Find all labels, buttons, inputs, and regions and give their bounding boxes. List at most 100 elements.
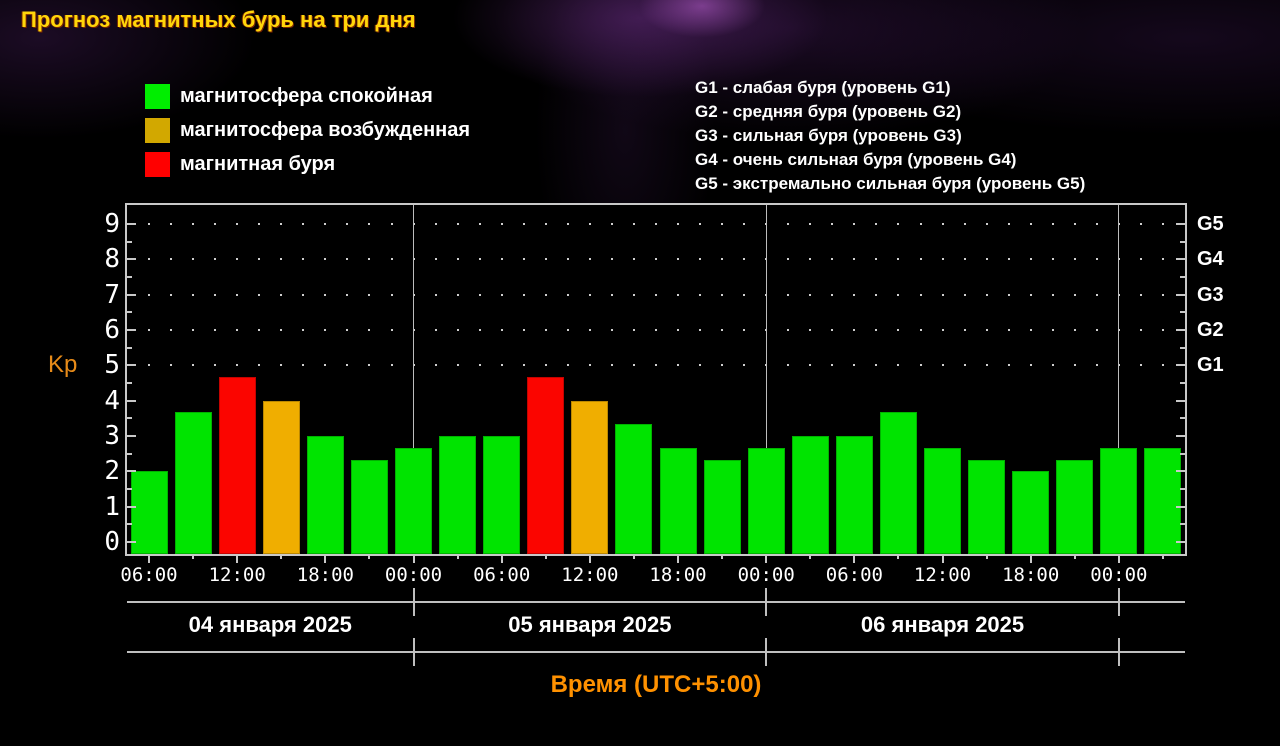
y-axis-tick bbox=[127, 276, 132, 278]
grid-dot bbox=[743, 329, 746, 331]
y-tick-label: 5 bbox=[104, 350, 120, 381]
date-label: 06 января 2025 bbox=[860, 612, 1025, 637]
legend-item-label: магнитная буря bbox=[180, 153, 336, 175]
grid-dot bbox=[346, 258, 349, 261]
grid-dot bbox=[655, 364, 657, 367]
grid-dot bbox=[655, 293, 657, 296]
grid-dot bbox=[699, 223, 702, 225]
grid-dot bbox=[743, 293, 746, 296]
date-band-divider bbox=[1117, 588, 1120, 616]
y-tick-label: 0 bbox=[104, 527, 120, 557]
grid-dot bbox=[214, 293, 217, 296]
grid-dot bbox=[655, 223, 657, 225]
grid-dot bbox=[853, 364, 856, 367]
grid-dot bbox=[1139, 329, 1142, 331]
g-scale-line-g1: G1 - слабая буря (уровень G1) bbox=[695, 78, 951, 97]
grid-dot bbox=[677, 258, 680, 261]
grid-dot bbox=[544, 329, 547, 331]
grid-dot bbox=[522, 293, 525, 296]
y-axis-tick bbox=[1176, 505, 1185, 508]
quiet-color-swatch bbox=[145, 84, 170, 109]
grid-dot bbox=[1051, 364, 1054, 367]
x-axis-tick-major bbox=[765, 554, 768, 563]
y-axis-tick bbox=[1180, 346, 1185, 349]
grid-dot bbox=[985, 329, 988, 331]
kp-bar-06:00 bbox=[130, 471, 168, 554]
g-level-label-G5: G5 bbox=[1197, 213, 1224, 235]
chart-plot-area bbox=[127, 205, 1185, 563]
grid-dot bbox=[809, 258, 812, 261]
y-tick-label: 1 bbox=[104, 491, 120, 522]
kp-bar-18:00 bbox=[1012, 471, 1050, 554]
grid-dot bbox=[743, 223, 746, 225]
grid-dot bbox=[390, 364, 393, 367]
grid-dot bbox=[390, 329, 393, 331]
date-band-divider bbox=[412, 588, 415, 616]
grid-dot bbox=[1051, 329, 1054, 331]
kp-bar-15:00 bbox=[615, 424, 653, 554]
grid-dot bbox=[588, 293, 591, 296]
kp-bar-15:00 bbox=[262, 400, 300, 554]
grid-dot bbox=[655, 258, 657, 261]
x-axis-tick-major bbox=[148, 554, 151, 563]
grid-dot bbox=[1095, 258, 1098, 261]
x-tick-label: 00:00 bbox=[384, 564, 443, 586]
x-axis-tick-major bbox=[1117, 554, 1120, 563]
grid-dot bbox=[632, 364, 635, 367]
x-axis-tick-major bbox=[941, 554, 944, 563]
grid-dot bbox=[236, 329, 239, 331]
grid-dot bbox=[1051, 293, 1054, 296]
y-tick-label: 8 bbox=[104, 244, 120, 275]
day-boundary-line bbox=[765, 205, 767, 554]
y-axis-tick bbox=[1176, 435, 1185, 437]
grid-dot bbox=[192, 223, 195, 225]
y-axis-tick bbox=[1176, 258, 1185, 261]
grid-dot bbox=[809, 364, 812, 367]
grid-dot bbox=[1161, 223, 1164, 225]
grid-dot bbox=[544, 293, 547, 296]
x-axis-tick-minor bbox=[192, 554, 195, 559]
g-level-label-G4: G4 bbox=[1197, 248, 1224, 271]
x-tick-label: 12:00 bbox=[208, 564, 266, 586]
grid-dot bbox=[1139, 223, 1142, 225]
grid-dot bbox=[1051, 223, 1054, 225]
grid-dot bbox=[1161, 364, 1164, 367]
grid-dot bbox=[324, 293, 327, 296]
kp-bar-18:00 bbox=[306, 436, 344, 554]
grid-dot bbox=[721, 223, 724, 225]
grid-dot bbox=[699, 258, 702, 261]
grid-dot bbox=[1051, 258, 1054, 261]
grid-dot bbox=[192, 258, 195, 261]
grid-dot bbox=[500, 329, 503, 331]
grid-dot bbox=[809, 329, 812, 331]
grid-dot bbox=[941, 223, 944, 225]
y-axis-tick bbox=[1176, 364, 1185, 367]
grid-dot bbox=[897, 329, 900, 331]
grid-dot bbox=[963, 329, 966, 331]
grid-dot bbox=[302, 223, 305, 225]
grid-dot bbox=[368, 293, 371, 296]
grid-dot bbox=[368, 258, 371, 261]
y-axis-tick bbox=[1180, 311, 1185, 314]
grid-dot bbox=[456, 293, 459, 296]
legend-item-label: магнитосфера возбужденная bbox=[180, 119, 471, 141]
g-scale-legend: G1 - слабая буря (уровень G1) G2 - средн… bbox=[695, 76, 1085, 196]
grid-dot bbox=[368, 329, 371, 331]
grid-dot bbox=[677, 293, 680, 296]
grid-dot bbox=[897, 364, 900, 367]
y-axis-tick bbox=[127, 364, 136, 367]
g-scale-line-g4: G4 - очень сильная буря (уровень G4) bbox=[695, 150, 1017, 169]
y-axis-tick bbox=[1180, 276, 1185, 278]
x-tick-label: 18:00 bbox=[649, 564, 707, 586]
y-axis-tick bbox=[1176, 470, 1185, 473]
grid-dot bbox=[985, 258, 988, 261]
grid-dot bbox=[941, 364, 944, 367]
grid-dot bbox=[963, 223, 966, 225]
grid-dot bbox=[434, 364, 437, 367]
grid-dot bbox=[566, 293, 569, 296]
kp-bar-06:00 bbox=[835, 436, 873, 554]
kp-bar-06:00 bbox=[483, 436, 521, 554]
y-axis-tick bbox=[127, 452, 132, 455]
x-axis-tick-minor bbox=[809, 554, 812, 559]
kp-bar-00:00 bbox=[747, 447, 785, 554]
